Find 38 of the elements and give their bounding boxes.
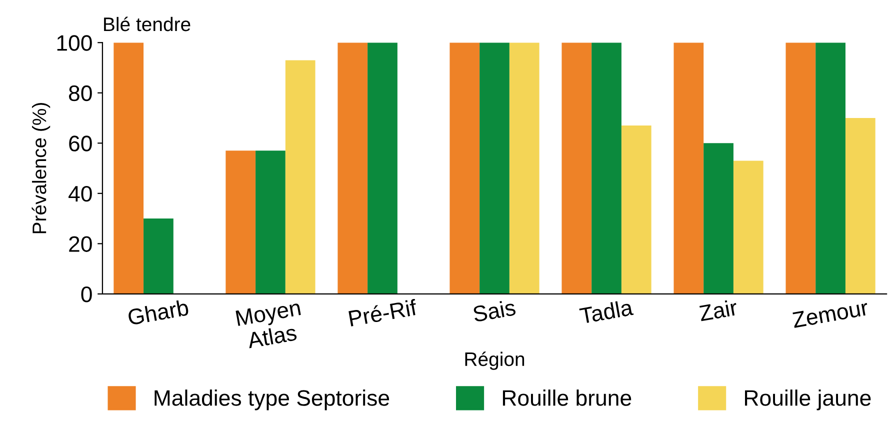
x-tick-label: Pré-Rif <box>348 298 418 327</box>
bar <box>256 150 286 294</box>
bar <box>816 42 846 294</box>
chart-title: Blé tendre <box>104 16 190 32</box>
bar <box>704 143 734 294</box>
x-tick-label: Zemour <box>792 300 869 328</box>
bar <box>562 42 592 294</box>
bar <box>368 42 398 294</box>
x-tick-label: Sais <box>472 298 516 322</box>
bar <box>480 42 510 294</box>
y-tick-label: 100 <box>57 35 92 51</box>
y-tick-label: 80 <box>68 85 92 102</box>
bar <box>733 160 764 294</box>
x-tick-label: Zair <box>698 298 738 322</box>
x-axis-title: Région <box>465 352 524 370</box>
bar <box>450 42 480 294</box>
bar <box>845 118 876 294</box>
legend-label: Maladies type Septorise <box>154 390 390 410</box>
legend-label: Rouille jaune <box>745 390 871 410</box>
x-tick-label: Gharb <box>127 298 190 326</box>
y-tick-label: 60 <box>69 136 92 152</box>
bar <box>338 42 368 294</box>
bar <box>509 42 540 294</box>
legend-label: Rouille brune <box>502 390 632 406</box>
bar <box>674 42 704 294</box>
bar <box>592 42 622 294</box>
bar <box>786 42 816 294</box>
bar <box>226 150 256 294</box>
y-tick-label: 0 <box>81 286 92 302</box>
y-axis-title: Prévalence (%) <box>32 103 50 234</box>
x-tick-label: Tadla <box>579 298 634 324</box>
y-tick-label: 40 <box>68 186 92 202</box>
bar <box>114 42 144 294</box>
bar <box>144 218 174 294</box>
bar <box>285 60 316 294</box>
y-tick-label: 20 <box>69 236 92 252</box>
x-tick-label: Moyen Atlas <box>236 300 302 349</box>
bar <box>621 126 652 294</box>
